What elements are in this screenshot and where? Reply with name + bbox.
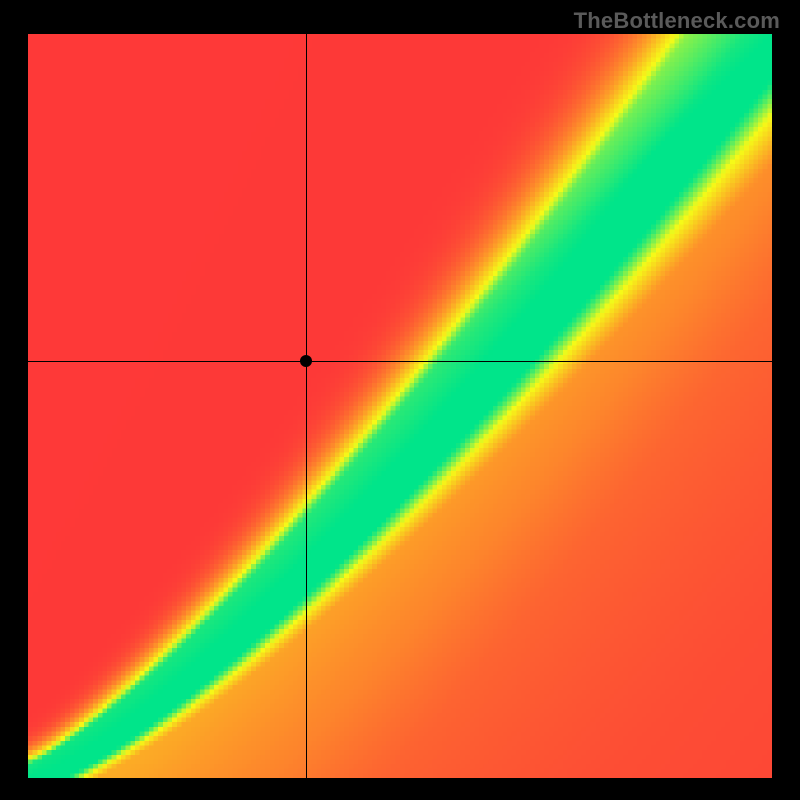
watermark-text: TheBottleneck.com (574, 8, 780, 34)
data-point-marker (300, 355, 312, 367)
chart-container: TheBottleneck.com (0, 0, 800, 800)
crosshair-horizontal (28, 361, 772, 362)
crosshair-vertical (306, 34, 307, 778)
heatmap-plot (28, 34, 772, 778)
heatmap-canvas (28, 34, 772, 778)
